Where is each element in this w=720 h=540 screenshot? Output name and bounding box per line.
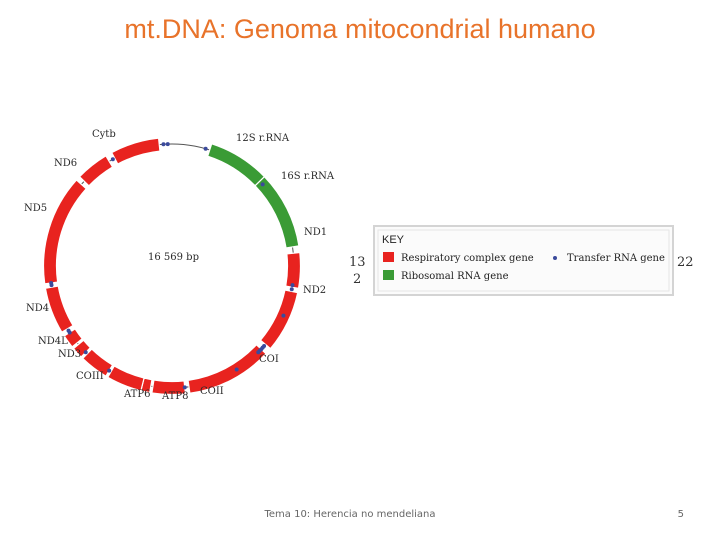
gene-label-atp6: ATP6 [123,389,150,400]
arc-cytb [110,137,161,165]
ribosomal-swatch [383,270,394,280]
arc-12s-rrna [206,143,266,187]
side-number-13: 13 [349,255,366,270]
side-number-22: 22 [677,255,694,270]
gene-label-nd2: ND2 [303,285,326,296]
gene-label-cytb: Cytb [92,129,116,140]
trna-dot [110,157,115,162]
page-number: 5 [677,509,684,520]
arc-nd2 [259,289,299,350]
arc-nd3 [72,339,92,358]
gene-label-nd6: ND6 [54,158,77,169]
gene-label-coii: COII [200,386,224,397]
gene-label-nd4: ND4 [26,303,49,314]
key-title: KEY [382,234,405,246]
trna-dot [289,287,294,292]
side-number-2: 2 [353,272,361,287]
trna-dot [234,367,239,372]
trna-dots [49,142,295,390]
trna-dot [66,328,71,333]
gene-arcs [42,137,302,396]
arc-16s-rrna [254,175,300,249]
trna-dot [256,350,261,355]
slide-footer: Tema 10: Herencia no mendeliana [264,509,436,520]
trna-dot [260,182,265,187]
key-respiratory-label: Respiratory complex gene [401,253,534,264]
arc-nd4 [44,285,74,334]
arc-nd5 [42,179,88,285]
gene-label-atp8: ATP8 [161,391,188,402]
trna-key-dot [553,256,557,260]
trna-dot [83,350,88,355]
respiratory-swatch [383,252,394,262]
gene-label-12s-rrna: 12S r.RNA [236,133,290,144]
key-ribosomal-label: Ribosomal RNA gene [401,271,509,282]
arc-coi [187,343,267,394]
trna-dot [281,313,286,318]
gene-label-nd5: ND5 [24,203,47,214]
trna-dot [203,146,208,151]
gene-label-nd1: ND1 [304,227,327,238]
gene-label-nd3: ND3 [58,349,81,360]
arc-coii [151,379,187,396]
trna-dot [107,368,112,373]
arc-coiii [81,348,114,377]
arc-atp6 [106,365,145,392]
key-box: KEY Respiratory complex gene Transfer RN… [373,225,674,296]
trna-dot [182,385,187,390]
gene-label-nd4l: ND4L [38,336,68,347]
slide-title: mt.DNA: Genoma mitocondrial humano [124,14,596,44]
trna-dot [161,142,166,147]
gene-label-coi: COI [259,354,279,365]
arc-nd1 [285,251,302,290]
arc-nd6 [78,155,114,187]
trna-dot [165,142,170,147]
genome-size-label: 16 569 bp [148,252,199,263]
key-transfer-label: Transfer RNA gene [567,253,665,264]
trna-dot [49,280,54,285]
trna-dot [290,283,295,288]
gene-label-16s-rrna: 16S r.RNA [281,171,335,182]
gene-label-coiii: COIII [76,371,104,382]
